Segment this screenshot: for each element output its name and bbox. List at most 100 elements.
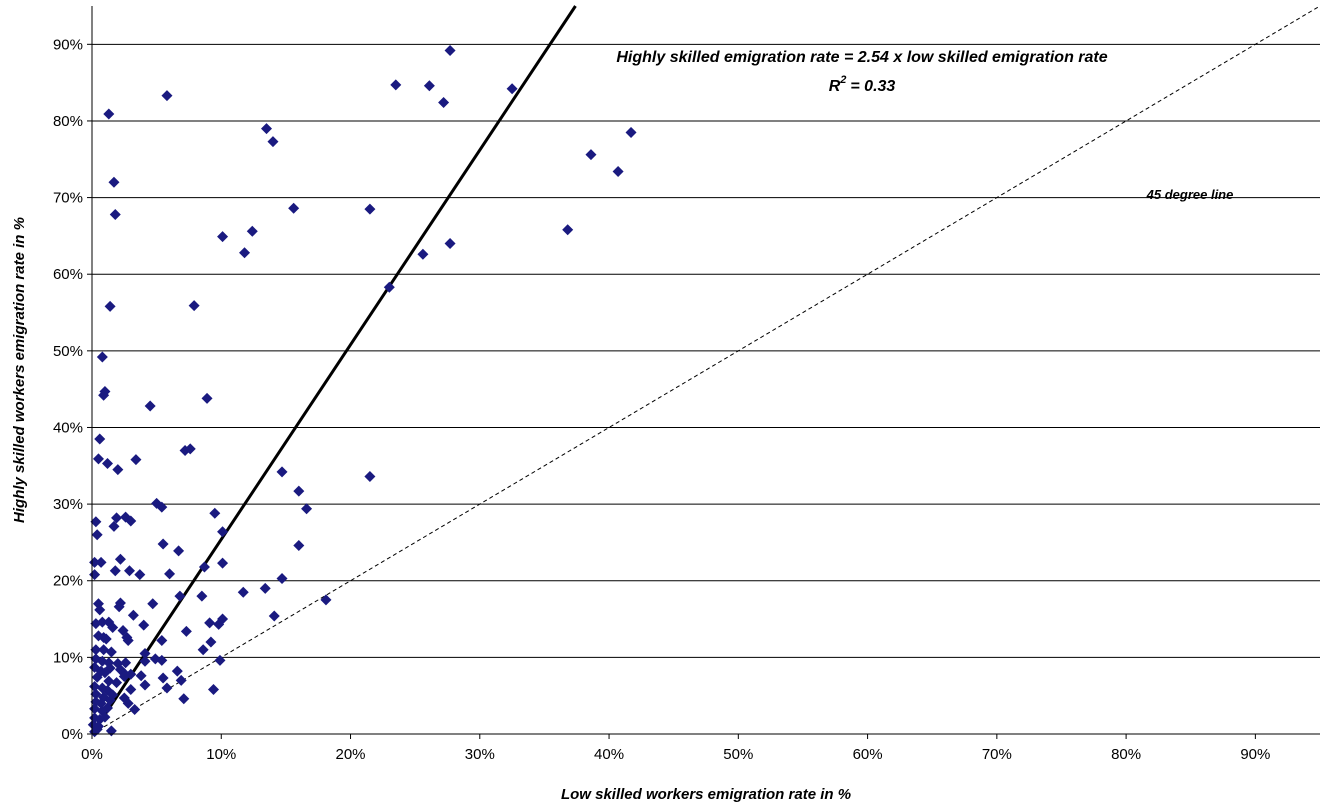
data-point (100, 633, 112, 645)
data-point (320, 594, 332, 606)
data-point (99, 711, 111, 723)
data-point (118, 692, 130, 704)
data-point (118, 671, 130, 683)
x-tick-label: 60% (853, 746, 883, 763)
x-tick-label: 20% (336, 746, 366, 763)
data-point (107, 621, 119, 633)
data-point (217, 231, 229, 243)
y-axis-ticks: 0% 10% 20% 30% 40% 50% 60% 70% 80% 90% (53, 36, 92, 743)
data-point (156, 501, 168, 513)
data-point (103, 675, 115, 687)
y-tick-label: 70% (53, 190, 83, 207)
x-tick-label: 40% (594, 746, 624, 763)
data-point (157, 672, 169, 684)
data-point (383, 281, 395, 293)
data-point (139, 648, 151, 660)
data-point (173, 545, 185, 557)
x-tick-label: 10% (206, 746, 236, 763)
data-point (96, 351, 108, 363)
data-point (276, 466, 288, 478)
data-point (585, 149, 597, 161)
x-tick-label: 80% (1111, 746, 1141, 763)
data-point (217, 526, 229, 538)
data-point (293, 539, 305, 551)
y-tick-label: 90% (53, 36, 83, 53)
x-axis-ticks: 0% 10% 20% 30% 40% 50% 60% 70% 80% 90% (81, 734, 1270, 763)
data-point (267, 136, 279, 148)
data-point (301, 503, 313, 515)
y-tick-label: 60% (53, 266, 83, 283)
data-point (120, 657, 132, 669)
data-point (138, 619, 150, 631)
data-point (184, 443, 196, 455)
data-point (156, 654, 168, 666)
data-point (135, 670, 147, 682)
data-point (276, 572, 288, 584)
data-point (444, 44, 456, 56)
data-point (196, 590, 208, 602)
data-point (246, 225, 258, 237)
data-point (122, 697, 134, 709)
data-point (175, 674, 187, 686)
data-point (156, 635, 168, 647)
data-point (625, 126, 637, 138)
data-point (111, 677, 123, 689)
data-point (174, 590, 186, 602)
data-point (201, 392, 213, 404)
y-axis-title: Highly skilled workers emigration rate i… (11, 217, 28, 523)
data-point (204, 617, 216, 629)
x-tick-label: 50% (723, 746, 753, 763)
data-point (259, 582, 271, 594)
data-point (108, 520, 120, 532)
data-point (139, 655, 151, 667)
data-point (178, 693, 190, 705)
data-point (139, 679, 151, 691)
data-point (612, 166, 624, 178)
data-point (123, 565, 135, 577)
data-point (180, 625, 192, 637)
data-point (125, 684, 137, 696)
data-point (209, 507, 221, 519)
data-point (197, 644, 209, 656)
data-point (198, 561, 210, 573)
data-point (161, 682, 173, 694)
data-point (438, 97, 450, 109)
data-point (95, 697, 107, 709)
data-point (164, 568, 176, 580)
equation-annotation: Highly skilled emigration rate = 2.54 x … (616, 49, 1107, 66)
y-tick-label: 20% (53, 573, 83, 590)
data-point (92, 453, 104, 465)
data-point (104, 662, 116, 674)
data-point (288, 202, 300, 214)
data-point (122, 635, 134, 647)
x-tick-label: 30% (465, 746, 495, 763)
data-point (134, 569, 146, 581)
data-point (214, 654, 226, 666)
y-tick-label: 10% (53, 649, 83, 666)
data-point (113, 601, 125, 613)
data-point (96, 616, 108, 628)
data-point (90, 644, 102, 656)
data-point (562, 224, 574, 236)
data-point (102, 457, 114, 469)
data-point (390, 79, 402, 91)
r-squared-annotation: R2 = 0.33 (829, 74, 896, 95)
data-point (364, 203, 376, 215)
data-point (108, 176, 120, 188)
x-tick-label: 90% (1240, 746, 1270, 763)
data-point (217, 613, 229, 625)
y-tick-label: 0% (61, 726, 83, 743)
data-point (129, 703, 141, 715)
data-point (205, 636, 217, 648)
data-point (102, 702, 114, 714)
data-point (94, 433, 106, 445)
data-point (171, 665, 183, 677)
data-point (109, 565, 121, 577)
data-point (444, 238, 456, 250)
data-point (208, 684, 220, 696)
data-point (109, 208, 121, 220)
plot-area (92, 6, 1320, 734)
data-point (103, 108, 115, 120)
data-point (94, 604, 106, 616)
